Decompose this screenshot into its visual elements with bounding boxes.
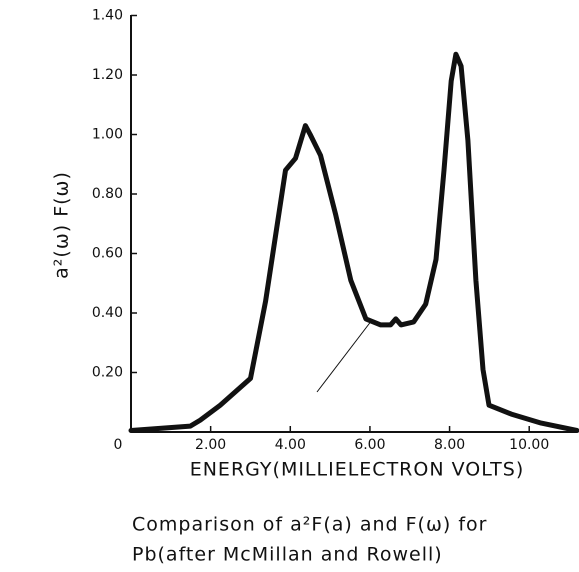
y-tick-label: 0.80 bbox=[92, 186, 123, 202]
x-tick-label: 10.00 bbox=[509, 437, 549, 453]
x-tick-label: 6.00 bbox=[354, 437, 385, 453]
y-tick-label: 0.60 bbox=[92, 246, 123, 262]
y-tick-label: 1.00 bbox=[92, 127, 123, 143]
x-tick-label: 0 bbox=[114, 437, 123, 453]
y-axis-label: a²(ω) F(ω) bbox=[51, 171, 73, 279]
y-tick-label: 0.40 bbox=[92, 305, 123, 321]
data-line bbox=[128, 51, 579, 433]
x-tick-label: 8.00 bbox=[434, 437, 465, 453]
x-tick-label: 2.00 bbox=[195, 437, 226, 453]
caption: Pb(after McMillan and Rowell) bbox=[132, 544, 443, 566]
pointer-line bbox=[316, 319, 373, 393]
y-tick-label: 1.20 bbox=[92, 67, 123, 83]
y-tick-label: 0.20 bbox=[92, 365, 123, 381]
x-tick-label: 4.00 bbox=[275, 437, 306, 453]
caption: Comparison of a²F(a) and F(ω) for bbox=[132, 514, 487, 536]
y-tick-label: 1.40 bbox=[92, 8, 123, 24]
x-axis-label: ENERGY(MILLIELECTRON VOLTS) bbox=[190, 459, 525, 481]
